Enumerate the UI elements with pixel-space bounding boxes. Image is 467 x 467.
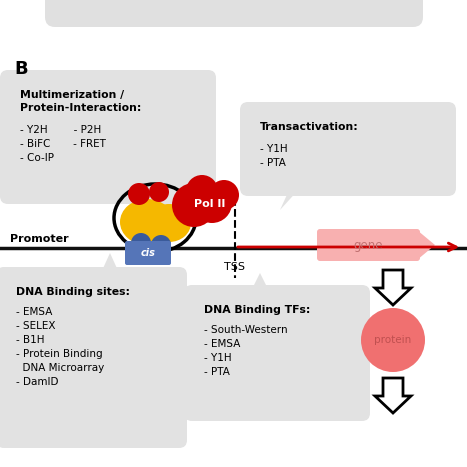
Circle shape <box>131 233 151 253</box>
Text: B: B <box>14 60 28 78</box>
FancyBboxPatch shape <box>0 267 187 448</box>
Text: - PTA: - PTA <box>260 158 286 168</box>
FancyBboxPatch shape <box>317 229 420 261</box>
Text: - BiFC       - FRET: - BiFC - FRET <box>20 139 106 149</box>
FancyBboxPatch shape <box>184 285 370 421</box>
Text: protein: protein <box>375 335 411 345</box>
Text: DNA Binding TFs:: DNA Binding TFs: <box>204 305 311 315</box>
Text: - Co-IP: - Co-IP <box>20 153 54 163</box>
Circle shape <box>128 183 150 205</box>
FancyBboxPatch shape <box>125 241 171 265</box>
Text: Promoter: Promoter <box>10 234 69 244</box>
Text: DNA Binding sites:: DNA Binding sites: <box>16 287 130 297</box>
Text: Transactivation:: Transactivation: <box>260 122 359 132</box>
Text: Multimerization /
Protein-Interaction:: Multimerization / Protein-Interaction: <box>20 90 142 113</box>
Polygon shape <box>417 230 435 260</box>
Circle shape <box>192 183 232 223</box>
FancyBboxPatch shape <box>240 102 456 196</box>
Polygon shape <box>375 378 411 413</box>
Text: - South-Western
- EMSA
- Y1H
- PTA: - South-Western - EMSA - Y1H - PTA <box>204 325 288 377</box>
Polygon shape <box>250 273 270 293</box>
Text: cis: cis <box>141 248 156 258</box>
Text: Pol II: Pol II <box>194 199 226 209</box>
Ellipse shape <box>120 199 174 245</box>
FancyBboxPatch shape <box>0 70 216 204</box>
Text: gene: gene <box>354 239 383 252</box>
Circle shape <box>172 183 216 227</box>
Text: - EMSA
- SELEX
- B1H
- Protein Binding
  DNA Microarray
- DamID: - EMSA - SELEX - B1H - Protein Binding D… <box>16 307 104 387</box>
Text: - Y1H: - Y1H <box>260 144 288 154</box>
FancyBboxPatch shape <box>45 0 423 27</box>
Polygon shape <box>280 188 300 210</box>
Circle shape <box>186 175 218 207</box>
Circle shape <box>151 235 171 255</box>
Text: TSS: TSS <box>225 262 246 272</box>
Polygon shape <box>155 196 175 221</box>
Polygon shape <box>375 270 411 305</box>
Circle shape <box>361 308 425 372</box>
Circle shape <box>209 180 239 210</box>
Circle shape <box>149 182 169 202</box>
Text: - Y2H        - P2H: - Y2H - P2H <box>20 125 101 135</box>
Ellipse shape <box>147 204 191 242</box>
Polygon shape <box>100 253 120 275</box>
